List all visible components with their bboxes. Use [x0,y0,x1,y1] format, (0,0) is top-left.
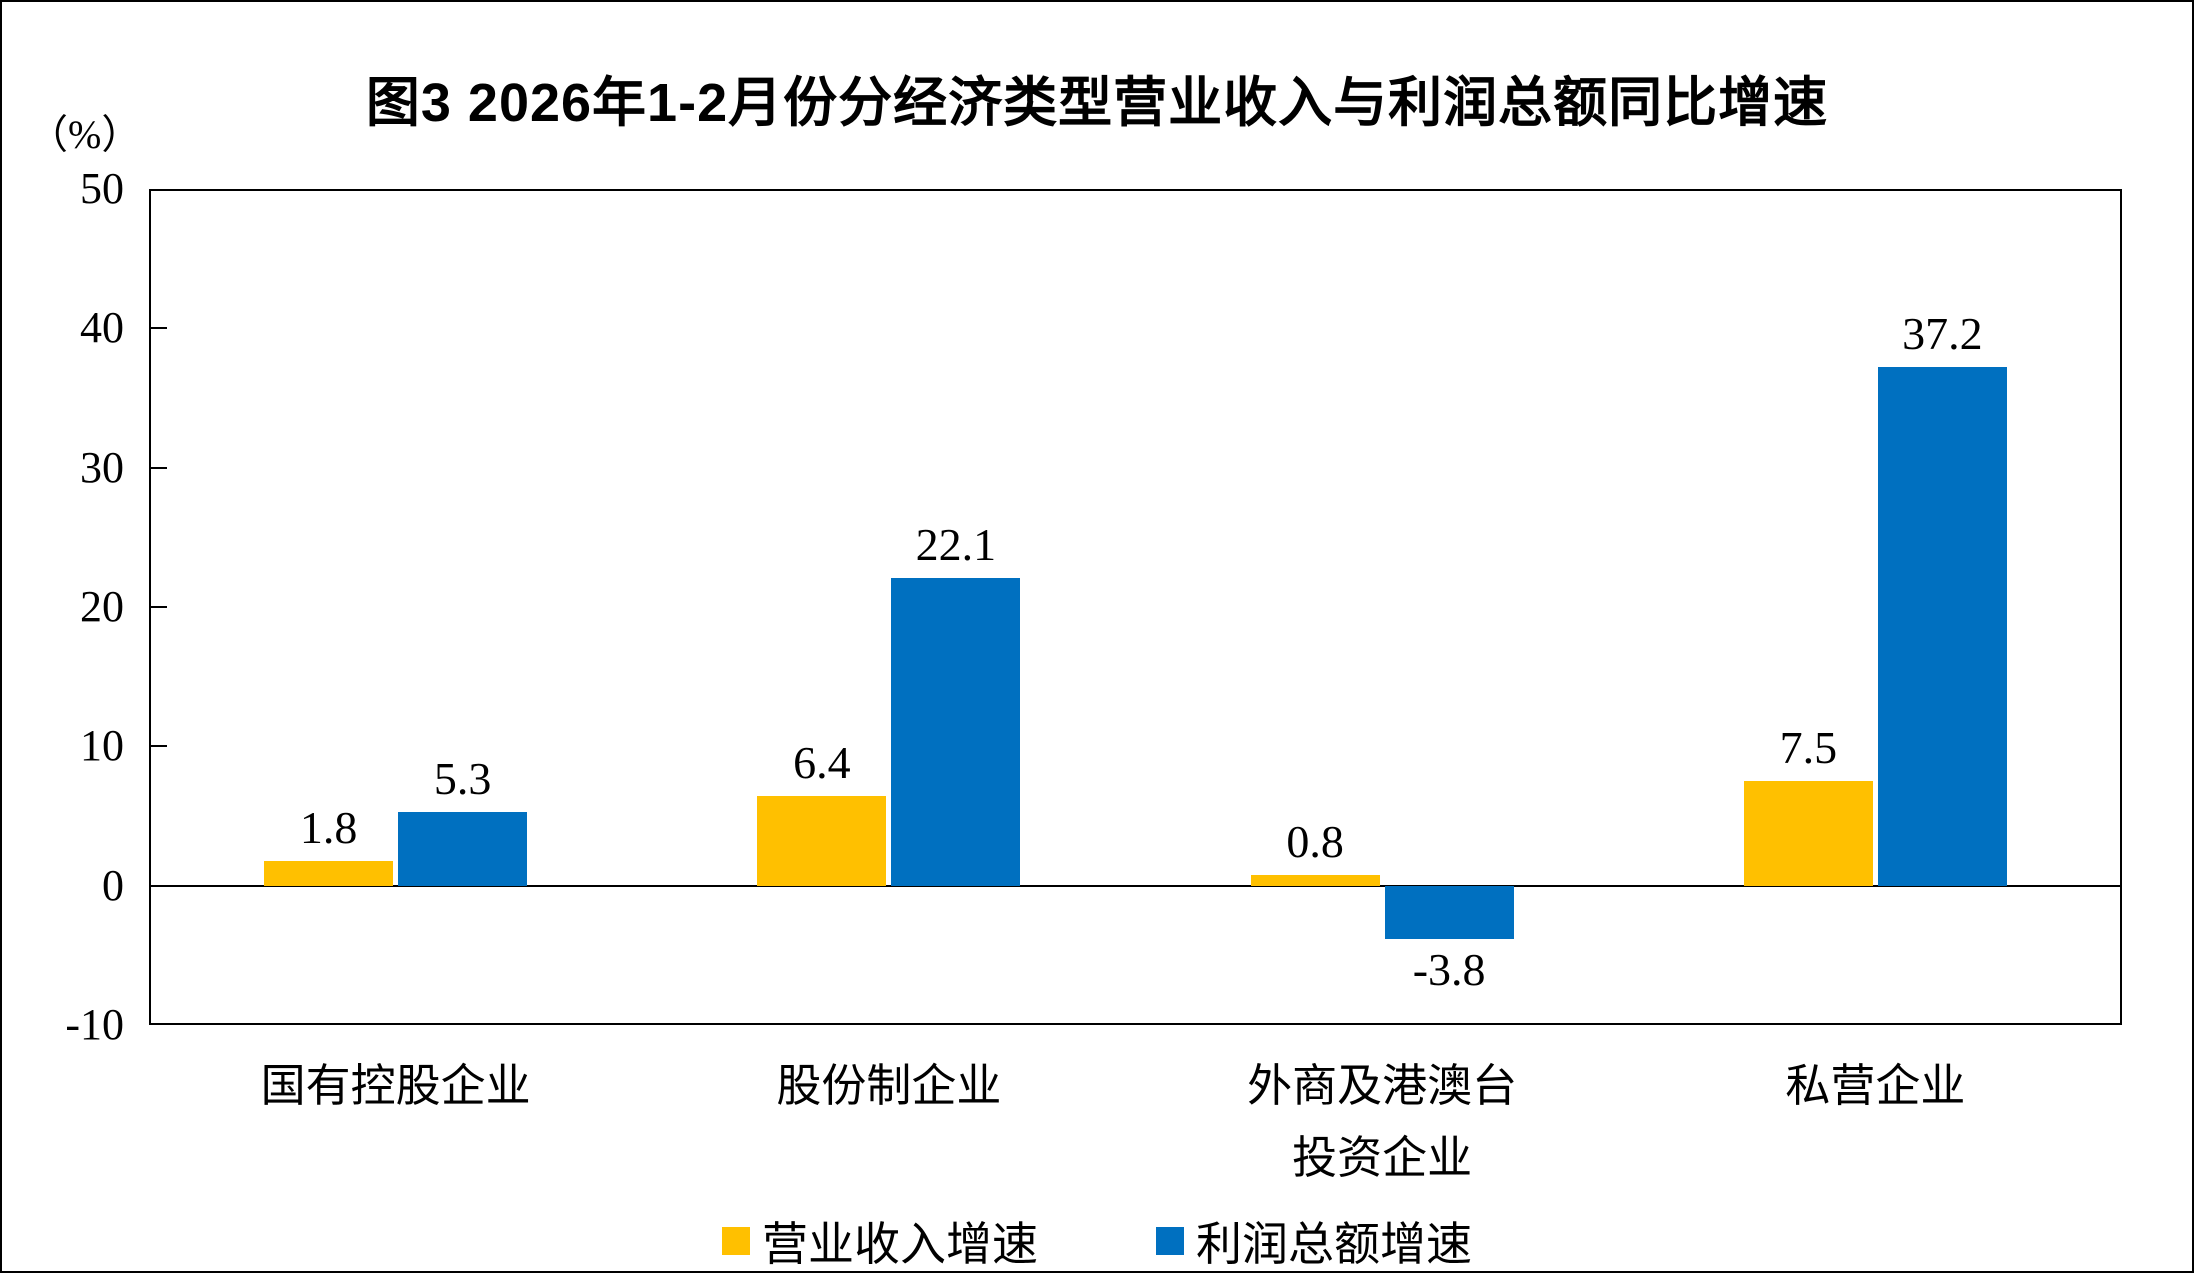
legend-item-profit-growth: 利润总额增速 [1156,1208,1472,1271]
x-axis-category-label: 股份制企业 [776,1061,1002,1111]
y-axis-tick-mark [151,327,167,330]
y-axis-tick-label: 50 [80,164,124,213]
y-axis-tick-mark [151,466,167,469]
y-axis-tick-label: 40 [80,303,124,353]
y-axis-unit-label: （%） [28,112,142,157]
bar-利润总额增速-外商及港澳台 [1384,885,1514,939]
y-axis-tick-label: 10 [80,721,124,771]
bar-营业收入增速-国有控股企业 [264,860,394,886]
legend-label-revenue-growth: 营业收入增速 [762,1219,1038,1270]
legend-item-revenue-growth: 营业收入增速 [722,1208,1038,1271]
chart-title: 图3 2026年1-2月份分经济类型营业收入与利润总额同比增速 [365,73,1829,133]
bar-value-label: 37.2 [1902,308,1983,360]
bar-营业收入增速-外商及港澳台 [1250,874,1380,886]
y-axis-tick-mark [151,745,167,748]
bar-value-label: -3.8 [1412,943,1486,995]
legend-swatch-revenue-icon [722,1227,750,1255]
y-axis-tick-label: 20 [80,582,124,631]
x-axis-category-label: 私营企业 [1785,1061,1966,1111]
y-axis-tick-label: 0 [102,860,124,910]
zero-line [149,884,2122,887]
y-axis-tick-label: 30 [80,442,124,492]
bar-value-label: 6.4 [793,737,851,789]
legend-label-profit-growth: 利润总额增速 [1196,1219,1472,1270]
plot-area [149,189,2122,1025]
legend: 营业收入增速 利润总额增速 [2,1208,2192,1271]
bar-利润总额增速-私营企业 [1877,367,2007,886]
bar-营业收入增速-私营企业 [1743,781,1873,886]
bar-利润总额增速-国有控股企业 [398,811,528,886]
bar-value-label: 5.3 [433,752,492,804]
x-axis-category-label: 外商及港澳台 投资企业 [1247,1061,1518,1183]
y-axis-tick-mark [151,606,167,608]
bar-value-label: 0.8 [1286,815,1344,867]
bar-营业收入增速-股份制企业 [757,796,887,886]
bar-利润总额增速-股份制企业 [891,577,1021,886]
x-axis-category-label: 国有控股企业 [260,1061,531,1111]
legend-swatch-profit-icon [1156,1227,1184,1255]
bar-value-label: 1.8 [299,801,358,853]
y-axis-tick-label: -10 [65,1000,124,1049]
bar-value-label: 7.5 [1779,722,1838,774]
bar-value-label: 22.1 [915,518,997,570]
